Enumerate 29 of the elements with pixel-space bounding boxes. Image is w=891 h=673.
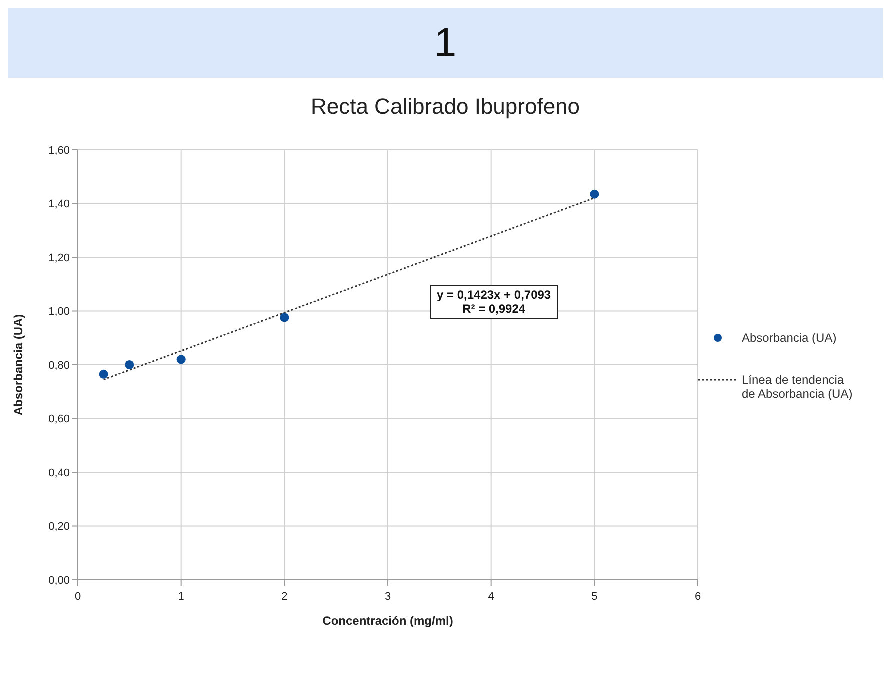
y-tick-label: 0,20 [48, 521, 70, 534]
chart-title: Recta Calibrado Ibuprofeno [310, 94, 582, 120]
point [99, 370, 108, 379]
y-axis-title: Absorbancia (UA) [11, 314, 26, 416]
x-tick-label: 2 [282, 591, 288, 603]
x-tick-label: 3 [384, 591, 392, 603]
legend-label: Línea de tendencia de Absorbancia (UA) [742, 373, 854, 401]
y-tick-label: 0,60 [48, 414, 70, 426]
point [590, 190, 600, 199]
y-tick-label: 1,20 [48, 252, 70, 264]
y-tick-label: 1,00 [48, 306, 70, 318]
y-tick-label: 0,00 [48, 574, 70, 587]
annotation: R² = 0,9924 [462, 302, 527, 316]
point [125, 360, 134, 370]
x-tick-label: 5 [592, 591, 598, 603]
y-tick-label: 0,80 [48, 360, 70, 372]
y-tick-label: 1,60 [48, 144, 70, 157]
point [176, 355, 186, 364]
y-tick-label: 1,40 [48, 198, 70, 211]
text: 1 [8, 8, 883, 78]
point [280, 313, 290, 322]
legend-label: Absorbancia (UA) [742, 331, 837, 345]
x-tick-label: 0 [74, 591, 82, 603]
x-tick-label: 6 [694, 591, 702, 603]
annotation: y = 0,1423x + 0,7093 [437, 288, 552, 302]
y-tick-label: 0,40 [48, 467, 70, 480]
x-axis-title: Concentración (mg/ml) [322, 614, 454, 628]
x-tick-label: 1 [178, 591, 184, 603]
x-tick-label: 4 [488, 591, 494, 603]
